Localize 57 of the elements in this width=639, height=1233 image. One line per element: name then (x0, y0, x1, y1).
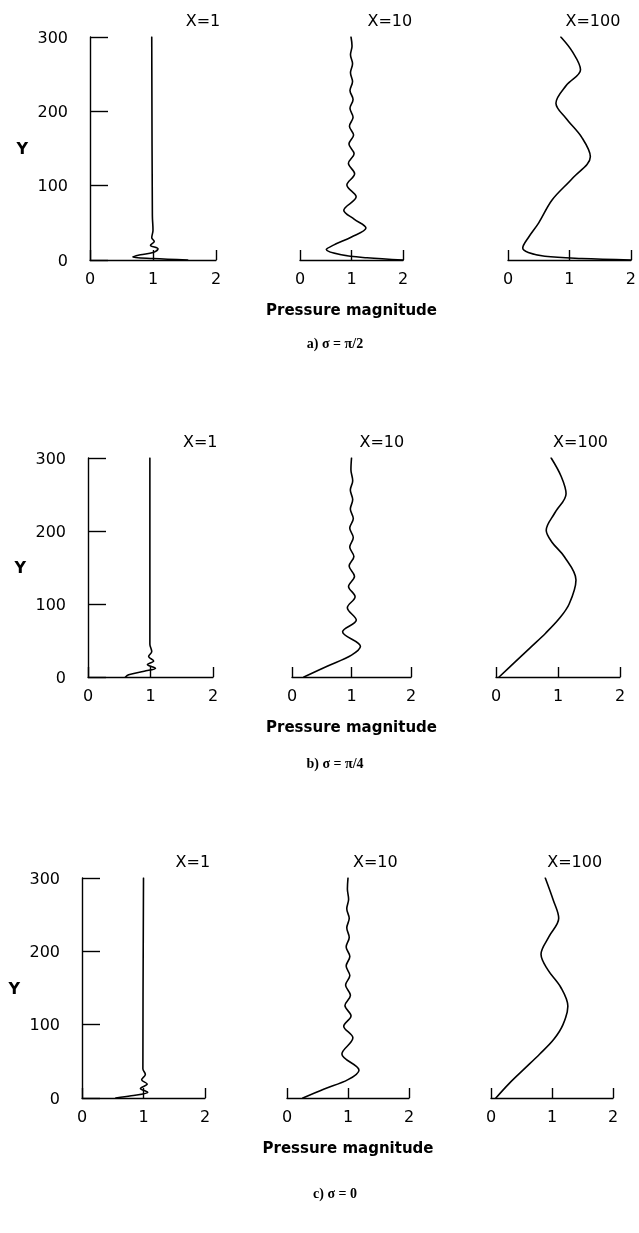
x-tick-label: 2 (403, 1106, 415, 1126)
x-tick-label: 2 (397, 268, 409, 288)
y-axis-title: Y (7, 978, 21, 998)
x-tick-label: 0 (76, 1106, 88, 1126)
x-axis-title: Pressure magnitude (266, 717, 437, 736)
x-axis-title: Pressure magnitude (262, 1138, 434, 1157)
chart-title: X=100 (565, 10, 621, 30)
text: a) σ = π/2 (306, 335, 364, 352)
x-tick-label: 2 (207, 685, 219, 705)
text: c) σ = 0 (313, 1185, 357, 1202)
x-tick-label: 1 (145, 685, 156, 705)
y-tick-label: 0 (57, 250, 68, 270)
y-tick-label: 100 (35, 594, 66, 614)
chart-title: X=10 (359, 431, 405, 451)
x-tick-label: 0 (84, 268, 96, 288)
x-tick-label: 2 (614, 685, 626, 705)
x-tick-label: 2 (607, 1106, 619, 1126)
y-axis-title: Y (13, 558, 27, 577)
x-tick-label: 0 (82, 685, 94, 705)
x-axis-title: Pressure magnitude (266, 300, 437, 319)
text: b) σ = π/4 (306, 755, 364, 772)
chart-title: X=10 (353, 851, 398, 871)
x-tick-label: 1 (546, 1106, 558, 1126)
x-tick-label: 1 (346, 685, 357, 705)
chart-title: X=1 (175, 851, 211, 871)
x-tick-label: 2 (625, 268, 636, 288)
x-tick-label: 2 (210, 268, 222, 288)
x-tick-label: 0 (286, 685, 298, 705)
chart-title: X=10 (367, 10, 413, 30)
y-tick-label: 0 (49, 1088, 60, 1108)
chart-title: X=1 (185, 10, 221, 30)
x-tick-label: 2 (199, 1106, 211, 1126)
y-tick-label: 100 (29, 1015, 60, 1035)
x-tick-label: 0 (294, 268, 306, 288)
y-tick-label: 300 (37, 27, 68, 47)
x-tick-label: 0 (485, 1106, 497, 1126)
y-tick-label: 300 (29, 868, 60, 888)
x-tick-label: 0 (281, 1106, 293, 1126)
chart-title: X=100 (553, 431, 608, 451)
x-tick-label: 0 (490, 685, 502, 705)
x-tick-label: 1 (552, 685, 564, 705)
x-tick-label: 2 (405, 685, 417, 705)
y-tick-label: 100 (37, 176, 68, 196)
x-tick-label: 0 (502, 268, 514, 288)
y-tick-label: 0 (55, 667, 66, 687)
y-tick-label: 200 (35, 521, 66, 541)
x-tick-label: 1 (346, 268, 357, 288)
chart-title: X=1 (183, 431, 218, 451)
x-tick-label: 1 (138, 1106, 149, 1126)
chart-title: X=100 (547, 851, 603, 871)
x-tick-label: 1 (342, 1106, 354, 1126)
y-tick-label: 300 (35, 448, 66, 468)
y-tick-label: 200 (37, 101, 68, 121)
y-tick-label: 200 (29, 941, 60, 961)
y-axis-title: Y (15, 139, 29, 158)
x-tick-label: 1 (564, 268, 575, 288)
x-tick-label: 1 (147, 268, 159, 288)
